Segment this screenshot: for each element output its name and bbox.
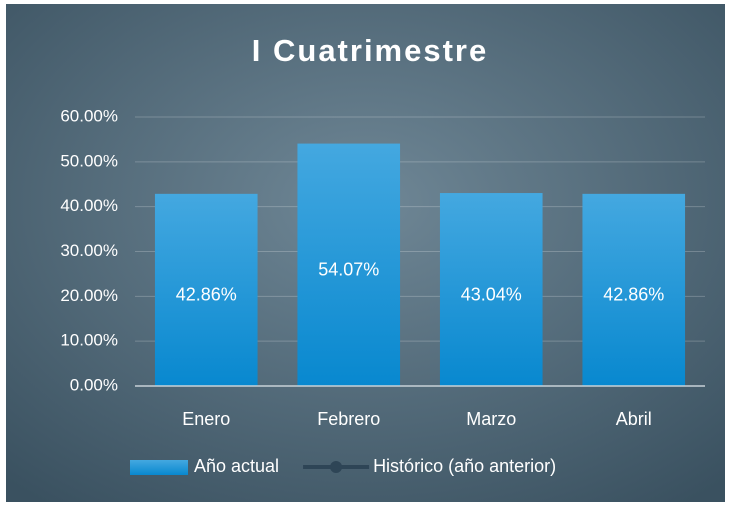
y-tick-label: 0.00%	[70, 375, 118, 394]
legend-marker	[330, 461, 343, 473]
y-tick-label: 10.00%	[60, 331, 118, 350]
y-tick-label: 50.00%	[60, 151, 118, 170]
bar	[439, 193, 543, 386]
data-label: 54.07%	[318, 260, 379, 280]
x-tick-label: Enero	[182, 409, 230, 429]
data-label: 43.04%	[461, 284, 522, 304]
x-tick-label: Marzo	[466, 409, 516, 429]
legend-swatch	[130, 460, 188, 475]
chart-title: I Cuatrimestre	[252, 33, 488, 68]
bar	[582, 193, 686, 386]
y-tick-label: 40.00%	[60, 196, 118, 215]
data-label: 42.86%	[176, 285, 237, 305]
data-label: 42.86%	[603, 285, 664, 305]
legend-label: Histórico (año anterior)	[373, 456, 556, 476]
bar	[297, 143, 401, 386]
x-tick-label: Febrero	[317, 409, 380, 429]
legend-label: Año actual	[194, 456, 279, 476]
y-tick-label: 60.00%	[60, 106, 118, 125]
bar	[154, 193, 258, 386]
y-tick-label: 20.00%	[60, 286, 118, 305]
y-tick-label: 30.00%	[60, 241, 118, 260]
x-tick-label: Abril	[616, 409, 652, 429]
